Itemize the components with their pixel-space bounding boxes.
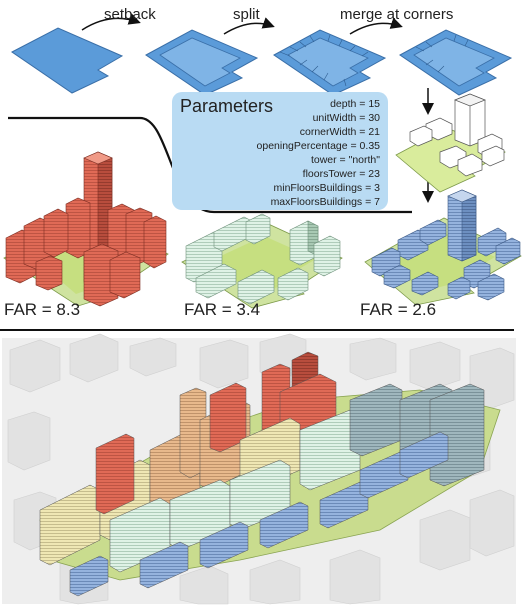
param-opening-percentage: openingPercentage = 0.35 [257, 140, 380, 152]
parameters-panel: Parameters depth = 15 unitWidth = 30 cor… [172, 92, 388, 210]
param-unit-width: unitWidth = 30 [313, 112, 380, 124]
far-label-mint: FAR = 3.4 [184, 300, 260, 320]
param-min-floors: minFloorsBuildings = 3 [273, 182, 380, 194]
step-label-split: split [233, 6, 260, 23]
massing-mint [182, 214, 342, 308]
parameters-title: Parameters [180, 96, 273, 117]
param-floors-tower: floorsTower = 23 [303, 168, 380, 180]
lot-shape-setback [146, 30, 257, 95]
param-tower: tower = "north" [311, 154, 380, 166]
massing-blue [365, 190, 521, 305]
step-label-setback: setback [104, 6, 156, 23]
far-label-blue: FAR = 2.6 [360, 300, 436, 320]
massing-white [396, 94, 505, 192]
massing-red [4, 152, 168, 306]
lot-shape-split [274, 30, 385, 95]
city-render [2, 334, 516, 604]
param-corner-width: cornerWidth = 21 [300, 126, 380, 138]
step-label-merge: merge at corners [340, 6, 453, 23]
lot-shape-original [12, 28, 122, 93]
lot-shape-merged [400, 30, 511, 95]
far-label-red: FAR = 8.3 [4, 300, 80, 320]
param-depth: depth = 15 [330, 98, 380, 110]
param-max-floors: maxFloorsBuildings = 7 [271, 196, 380, 208]
